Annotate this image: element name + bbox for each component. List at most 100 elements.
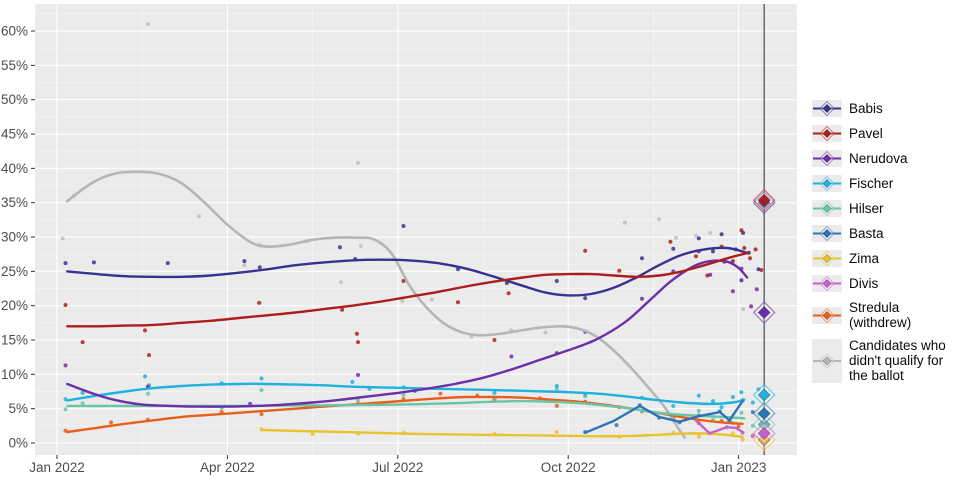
plot-panel (35, 4, 797, 455)
legend-marker-fischer-icon (813, 175, 841, 192)
poll-point (708, 230, 713, 235)
chart-legend: Babis Pavel Nerudova Fischer Hilser Basta Zima… (812, 100, 960, 384)
legend-label-fischer: Fischer (849, 175, 894, 191)
poll-point (147, 353, 151, 358)
legend-label-pavel: Pavel (849, 125, 883, 141)
poll-point (401, 392, 406, 397)
trend-line-zima (260, 428, 744, 438)
poll-point (753, 247, 758, 252)
y-axis-tick-label: 5% (8, 401, 28, 416)
poll-point (668, 239, 673, 244)
poll-point (63, 261, 68, 266)
poll-point (438, 391, 443, 396)
poll-point (197, 214, 201, 219)
result-diamond-core (757, 388, 771, 402)
poll-point (509, 354, 514, 359)
legend-label-zima: Zima (849, 250, 879, 266)
legend-marker-zima-icon (813, 250, 841, 267)
legend-swatch-zima-icon (812, 250, 842, 267)
x-axis-tick-label: Jan 2023 (711, 460, 767, 475)
poll-point (696, 408, 701, 413)
poll-point (165, 261, 170, 266)
poll-point (80, 401, 85, 406)
legend-marker-hilser-icon (813, 200, 841, 217)
poll-point (242, 259, 247, 264)
poll-point (719, 405, 724, 410)
axes: Jan 2022 Apr 2022 Jul 2022 Oct 2022 Jan 2023… (1, 24, 766, 475)
result-diamond-core (757, 406, 771, 421)
y-axis-tick-label: 25% (1, 264, 28, 279)
poll-point (657, 217, 662, 222)
legend-marker-pavel-icon (813, 125, 841, 142)
poll-point (694, 233, 698, 238)
poll-points-hilser (63, 386, 761, 428)
poll-point (259, 388, 264, 393)
legend-label-babis: Babis (849, 100, 883, 116)
legend-item-nerudova: Nerudova (812, 150, 960, 167)
poll-point (674, 235, 679, 240)
poll-point (339, 280, 343, 285)
poll-point (730, 289, 735, 294)
result-diamond-basta (752, 401, 776, 425)
trend-line-pavel (66, 251, 750, 328)
poll-point (356, 373, 360, 377)
poll-point (63, 363, 68, 368)
legend-label-nonqualified: Candidates who didn't qualify for the ba… (849, 338, 946, 384)
poll-point (340, 307, 345, 312)
y-axis-tick-label: 30% (1, 230, 28, 245)
poll-point (671, 246, 676, 251)
poll-point (63, 303, 68, 307)
y-axis-tick-label: 40% (1, 161, 28, 176)
y-axis-tick-label: 20% (1, 298, 28, 313)
poll-point (754, 287, 759, 292)
poll-point (583, 296, 588, 301)
poll-point (705, 273, 710, 278)
legend-item-hilser: Hilser (812, 200, 960, 217)
trend-line-basta (584, 399, 744, 434)
trend-line-babis (66, 246, 749, 297)
legend-item-basta: Basta (812, 225, 960, 242)
poll-point (456, 300, 460, 305)
poll-points-babis (63, 224, 761, 301)
poll-point (554, 279, 559, 283)
poll-point (356, 398, 360, 403)
poll-point (719, 232, 724, 237)
legend-item-divis: Divis (812, 275, 960, 292)
poll-point (759, 268, 764, 272)
poll-point (739, 410, 744, 415)
poll-points-pavel (63, 228, 764, 358)
legend-swatch-babis-icon (812, 100, 842, 117)
poll-point (60, 236, 65, 241)
result-diamond-core (757, 426, 771, 440)
poll-point (492, 390, 497, 395)
poll-point (456, 267, 460, 272)
trend-line-divis (695, 419, 744, 435)
poll-point (63, 407, 68, 412)
poll-point (623, 220, 627, 225)
trend-line-nonqualified (65, 170, 686, 439)
poll-point (617, 268, 622, 273)
legend-label-hilser: Hilser (849, 200, 884, 216)
poll-point (711, 249, 715, 254)
poll-point (356, 340, 360, 345)
y-axis-tick-label: 55% (1, 58, 28, 73)
poll-point (337, 245, 342, 250)
result-diamond-nerudova (752, 301, 776, 325)
result-diamond-divis (752, 421, 776, 445)
poll-point (350, 379, 355, 384)
y-axis-tick-label: 15% (1, 333, 28, 348)
poll-point (80, 390, 85, 395)
legend-label-stredula: Stredula (withdrew) (849, 300, 912, 331)
poll-point (583, 248, 588, 253)
legend-swatch-nerudova-icon (812, 150, 842, 167)
poll-point (749, 304, 754, 309)
legend-item-stredula: Stredula (withdrew) (812, 300, 960, 330)
poll-point (750, 434, 755, 439)
poll-point (259, 412, 264, 417)
result-markers (752, 188, 776, 452)
poll-point (143, 328, 147, 333)
poll-point (506, 291, 511, 296)
legend-marker-babis-icon (813, 100, 841, 117)
legend-item-babis: Babis (812, 100, 960, 117)
poll-point (356, 160, 360, 165)
